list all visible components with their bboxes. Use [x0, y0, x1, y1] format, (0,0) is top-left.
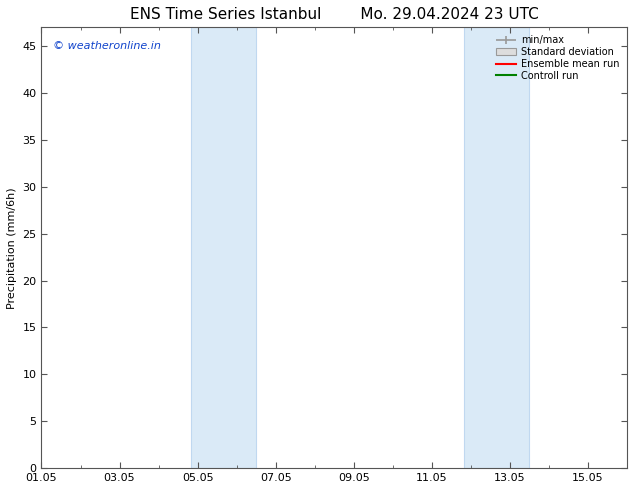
- Bar: [191, 27, 256, 468]
- Text: © weatheronline.in: © weatheronline.in: [53, 41, 161, 50]
- Legend: min/max, Standard deviation, Ensemble mean run, Controll run: min/max, Standard deviation, Ensemble me…: [493, 32, 622, 84]
- Y-axis label: Precipitation (mm/6h): Precipitation (mm/6h): [7, 187, 17, 309]
- Title: ENS Time Series Istanbul        Mo. 29.04.2024 23 UTC: ENS Time Series Istanbul Mo. 29.04.2024 …: [130, 7, 539, 22]
- Bar: [464, 27, 529, 468]
